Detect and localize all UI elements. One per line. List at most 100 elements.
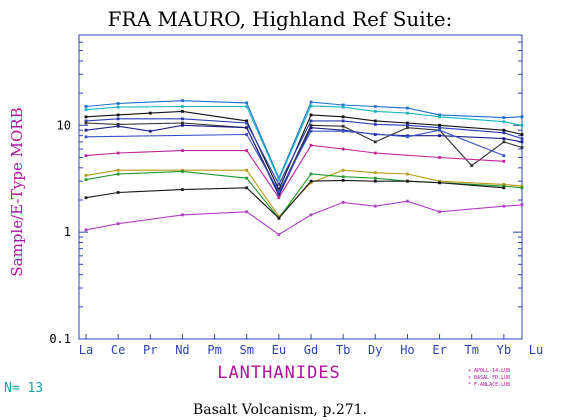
data-point: [373, 171, 377, 175]
data-point: [245, 119, 249, 123]
data-point: [245, 105, 249, 108]
data-point: [116, 117, 120, 121]
data-point: [341, 200, 345, 204]
data-point: [181, 170, 184, 173]
data-point: [181, 149, 184, 152]
data-point: [181, 121, 184, 125]
data-point: [84, 154, 88, 158]
x-axis-label: LANTHANIDES: [217, 363, 341, 383]
data-point: [341, 175, 345, 179]
data-point: [341, 115, 345, 119]
data-point: [245, 168, 249, 172]
data-point: [406, 135, 409, 139]
data-point: [84, 115, 88, 119]
x-tick-label: Pm: [207, 343, 221, 357]
series-line: [85, 105, 523, 181]
y-axis-label: Sample/E-Type MORB: [8, 107, 26, 276]
data-point: [84, 135, 88, 139]
data-point: [181, 109, 184, 113]
data-point: [438, 156, 441, 159]
data-point: [502, 154, 506, 158]
data-point: [181, 117, 184, 121]
data-point: [406, 106, 409, 110]
sample-count: N= 13: [4, 381, 43, 396]
series-line: [85, 144, 504, 199]
data-point: [406, 121, 409, 125]
x-tick-label: La: [79, 343, 93, 357]
series-line: [85, 169, 523, 218]
data-point: [277, 182, 281, 186]
data-point: [373, 151, 377, 155]
data-point: [277, 190, 281, 193]
data-point: [277, 216, 281, 220]
data-point: [520, 137, 524, 141]
data-point: [502, 159, 506, 163]
series-9: [84, 168, 524, 218]
data-point: [84, 196, 88, 200]
series-10: [84, 170, 524, 220]
data-point: [406, 199, 409, 203]
x-tick-label: Ce: [111, 343, 125, 357]
data-point: [341, 124, 345, 128]
data-point: [470, 164, 474, 167]
data-point: [406, 123, 409, 127]
legend: + APOLL-14.LUB× BASAL-FD.LUB* F-ANLACE.L…: [468, 368, 510, 388]
data-point: [438, 210, 441, 214]
data-point: [245, 149, 249, 152]
data-point: [277, 194, 281, 197]
x-tick-label: Er: [432, 343, 446, 357]
data-point: [502, 204, 506, 208]
series-8: [84, 143, 506, 200]
series-line: [85, 118, 523, 186]
data-point: [438, 126, 441, 130]
data-point: [116, 124, 120, 128]
data-point: [116, 102, 120, 105]
x-tick-label: Ho: [400, 343, 414, 357]
data-point: [438, 181, 441, 185]
data-point: [309, 126, 313, 130]
data-point: [520, 203, 524, 207]
data-point: [84, 119, 88, 123]
data-point: [341, 119, 345, 123]
data-point: [502, 120, 506, 124]
series-12: [84, 199, 524, 236]
data-point: [341, 147, 345, 151]
data-point: [116, 105, 120, 109]
data-point: [341, 168, 345, 172]
data-point: [309, 100, 313, 104]
data-point: [84, 173, 88, 177]
y-tick-labels: 0.1 1 10: [49, 118, 71, 346]
data-point: [406, 126, 409, 130]
series-1: [84, 99, 524, 180]
series-line: [85, 170, 523, 220]
data-point: [277, 188, 281, 192]
data-point: [341, 103, 345, 107]
data-point: [438, 123, 441, 127]
data-point: [309, 104, 313, 108]
data-point: [277, 215, 281, 218]
data-point: [373, 204, 377, 208]
data-point: [181, 123, 184, 127]
data-point: [309, 113, 313, 117]
data-point: [116, 151, 120, 155]
data-point: [520, 115, 524, 119]
data-point: [277, 233, 281, 236]
y-tick-label: 1: [64, 225, 71, 239]
data-point: [373, 119, 377, 123]
data-point: [309, 129, 313, 133]
data-point: [309, 172, 313, 176]
data-point: [245, 101, 249, 105]
data-point: [116, 122, 120, 126]
y-tick-label: 10: [57, 118, 71, 132]
data-point: [277, 196, 281, 200]
series-line: [85, 200, 523, 236]
data-point: [84, 128, 88, 132]
data-point: [406, 111, 409, 115]
data-point: [116, 222, 120, 226]
data-point: [438, 128, 441, 132]
series-line: [85, 129, 505, 193]
data-point: [373, 105, 377, 108]
data-point: [341, 105, 345, 109]
data-point: [502, 186, 506, 190]
data-point: [148, 129, 152, 133]
